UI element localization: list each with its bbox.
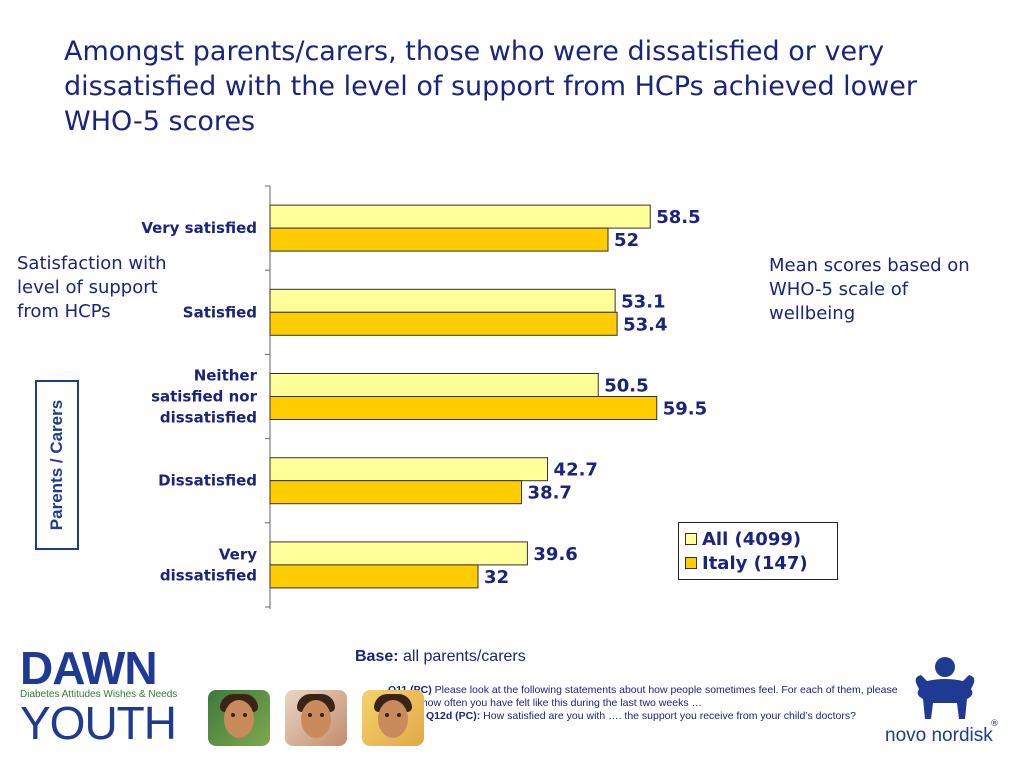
bar-all [269, 288, 616, 313]
data-label-italy: 53.4 [623, 314, 667, 335]
mean-scores-note: Mean scores based on WHO-5 scale of well… [769, 255, 970, 324]
category-label: dissatisfied [160, 566, 257, 584]
registered-mark: ® [990, 719, 999, 729]
category-label: dissatisfied [160, 409, 257, 427]
data-label-all: 42.7 [554, 460, 598, 481]
bar-all [269, 204, 651, 229]
child-photo-3-face [378, 700, 408, 738]
dawn-logo-youth: YOUTH [20, 697, 177, 749]
bar-chart: Very satisfied 58.5 52 Satisfied 53.153.4 Nei… [141, 185, 707, 609]
bar-italy [269, 564, 479, 589]
bar-italy [269, 396, 658, 420]
data-label-italy: 38.7 [528, 483, 572, 504]
bar-all [269, 457, 549, 482]
novo-nordisk-logo: novo nordisk ® [885, 655, 1005, 750]
child-photo-2 [285, 690, 347, 746]
data-label-all: 53.1 [621, 291, 665, 312]
category-label: Very [219, 545, 257, 563]
bar-italy [269, 227, 609, 252]
category-label: Neither [194, 367, 258, 385]
chart-legend: All (4099) Italy (147) [678, 522, 838, 580]
bar-all [269, 541, 528, 566]
page-title: Amongst parents/carers, those who were d… [64, 36, 917, 137]
category-label: Very satisfied [141, 219, 257, 237]
footnote-q12d: Q12d (PC): How satisfied are you with ….… [388, 710, 908, 723]
satisfaction-axis-label: Satisfaction with level of support from … [17, 253, 167, 322]
category-label: Dissatisfied [158, 472, 257, 490]
category-label: Satisfied [183, 303, 257, 321]
legend-swatch-all [685, 533, 697, 545]
data-label-italy: 52 [614, 230, 639, 251]
footnote-q11: Q11 (PC) Please look at the following st… [388, 684, 908, 710]
footnote-q12d-code: Q12d (PC): [426, 710, 481, 722]
base-label: Base: [355, 648, 399, 665]
child-photo-2-face [301, 700, 331, 738]
child-photo-1-face [224, 700, 254, 738]
bar-italy [269, 480, 523, 505]
dawn-logo-word: DAWN [20, 642, 158, 694]
footnotes: Q11 (PC) Please look at the following st… [388, 684, 908, 723]
data-label-all: 39.6 [533, 544, 577, 565]
parents-carers-box: Parents / Carers [35, 380, 79, 550]
legend-label-all: All (4099) [702, 528, 802, 550]
base-text: all parents/carers [398, 648, 526, 665]
legend-label-italy: Italy (147) [702, 552, 808, 574]
dawn-youth-logo: DAWN Diabetes Attitudes Wishes & Needs Y… [20, 645, 190, 750]
data-label-italy: 32 [484, 567, 509, 588]
legend-item-italy: Italy (147) [685, 551, 831, 575]
bar-all [269, 373, 599, 397]
legend-swatch-italy [685, 557, 697, 569]
dawn-logo-tagline: Diabetes Attitudes Wishes & Needs [20, 689, 178, 700]
child-photo-1 [208, 690, 270, 746]
apis-bull-icon [915, 657, 975, 719]
data-label-italy: 59.5 [663, 399, 707, 420]
base-note: Base: all parents/carers [355, 648, 526, 666]
data-label-all: 50.5 [604, 376, 648, 397]
data-label-all: 58.5 [656, 207, 700, 228]
bar-italy [269, 311, 618, 336]
category-label: satisfied nor [151, 388, 258, 406]
footnote-q12d-text: How satisfied are you with …. the suppor… [480, 710, 856, 722]
legend-item-all: All (4099) [685, 527, 831, 551]
footnote-q11-text: Please look at the following statements … [388, 684, 898, 709]
novo-nordisk-wordmark: novo nordisk [885, 725, 993, 746]
child-photo-3 [362, 690, 424, 746]
